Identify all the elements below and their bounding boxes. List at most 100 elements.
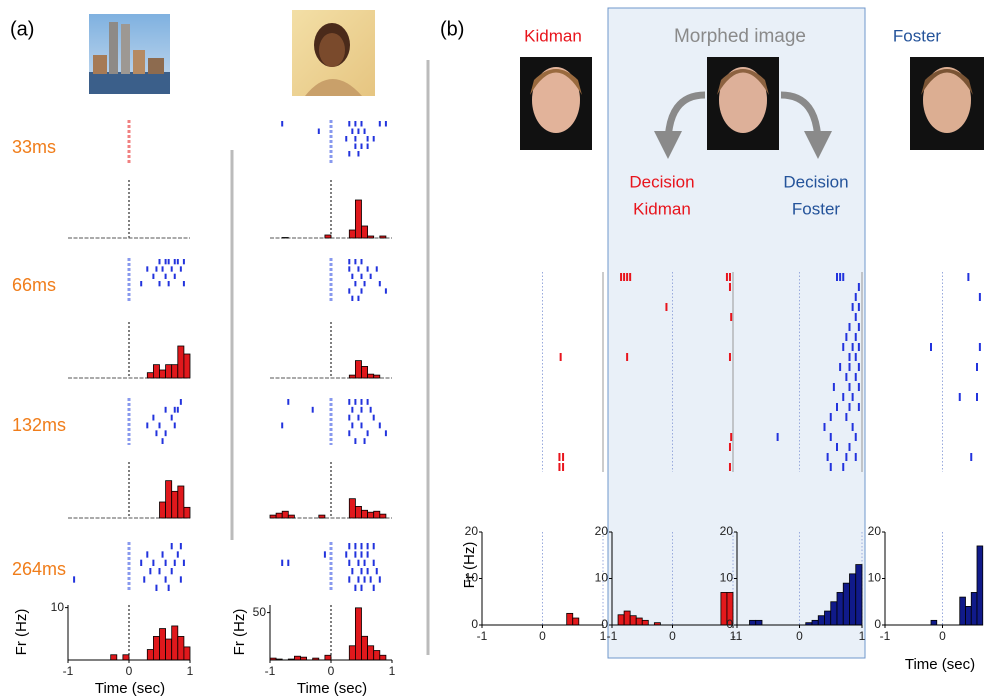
bar bbox=[837, 592, 843, 625]
bar bbox=[618, 615, 624, 625]
bar bbox=[374, 651, 380, 660]
stimulus-label: Foster bbox=[893, 26, 942, 45]
bar bbox=[636, 618, 642, 625]
y-axis-label: Fr (Hz) bbox=[13, 609, 30, 656]
x-tick-label: 0 bbox=[669, 629, 676, 643]
bar bbox=[172, 626, 178, 660]
x-tick-label: 0 bbox=[796, 629, 803, 643]
bar bbox=[172, 365, 178, 378]
bar bbox=[147, 373, 153, 378]
x-axis-label: Time (sec) bbox=[905, 656, 975, 673]
y-tick-label: 20 bbox=[595, 524, 609, 538]
bar bbox=[750, 620, 756, 625]
x-tick-label: 0 bbox=[126, 664, 133, 678]
x-tick-label: 0 bbox=[328, 664, 335, 678]
photo-city bbox=[89, 14, 170, 94]
bar bbox=[319, 515, 325, 518]
bar bbox=[843, 583, 849, 625]
x-tick-label: -1 bbox=[63, 664, 74, 678]
bar bbox=[172, 491, 178, 518]
x-tick-label: 1 bbox=[187, 664, 194, 678]
figure: (a) (b) Kidman Morphed image Foster Deci… bbox=[0, 0, 984, 699]
bar bbox=[573, 618, 579, 625]
x-tick-label: -1 bbox=[265, 664, 276, 678]
bar bbox=[380, 655, 386, 660]
bar bbox=[178, 636, 184, 660]
bar bbox=[756, 620, 762, 625]
bar bbox=[630, 616, 636, 625]
y-tick-label: 10 bbox=[51, 600, 65, 614]
bar bbox=[812, 620, 818, 625]
bar bbox=[355, 200, 361, 238]
decision-label: Decision bbox=[629, 172, 694, 191]
condition-label: 66ms bbox=[12, 275, 56, 295]
bar bbox=[362, 510, 368, 518]
bar bbox=[931, 620, 937, 625]
bar bbox=[362, 366, 368, 378]
stimulus-label: Kidman bbox=[524, 26, 582, 45]
x-tick-label: -1 bbox=[880, 629, 891, 643]
decision-label: Foster bbox=[792, 199, 841, 218]
bar bbox=[178, 346, 184, 378]
bar bbox=[166, 481, 172, 518]
photo-foster bbox=[910, 57, 984, 150]
bar bbox=[166, 365, 172, 378]
bar bbox=[567, 613, 573, 625]
x-axis-label: Time (sec) bbox=[297, 680, 367, 697]
x-tick-label: 1 bbox=[600, 629, 607, 643]
bar bbox=[349, 646, 355, 660]
stimulus-label: Morphed image bbox=[674, 26, 806, 47]
bar bbox=[276, 513, 282, 518]
condition-label: 33ms bbox=[12, 137, 56, 157]
bar bbox=[349, 230, 355, 238]
bar bbox=[825, 611, 831, 625]
bar bbox=[111, 655, 117, 660]
bar bbox=[368, 236, 374, 238]
bar bbox=[368, 374, 374, 378]
bar bbox=[184, 647, 190, 660]
bar bbox=[288, 515, 294, 518]
bar bbox=[349, 499, 355, 518]
bar bbox=[966, 606, 972, 625]
bar bbox=[362, 226, 368, 238]
bar bbox=[856, 565, 862, 625]
bar bbox=[374, 375, 380, 378]
y-axis-label: Fr (Hz) bbox=[231, 609, 248, 656]
bar bbox=[831, 602, 837, 625]
y-tick-label: 10 bbox=[465, 571, 479, 585]
bar bbox=[368, 512, 374, 518]
bar bbox=[160, 502, 166, 518]
x-tick-label: 0 bbox=[939, 629, 946, 643]
bar bbox=[153, 365, 159, 378]
y-tick-label: 10 bbox=[720, 571, 734, 585]
photo-woman bbox=[292, 10, 375, 96]
bar bbox=[355, 361, 361, 378]
bar bbox=[380, 236, 386, 238]
bar bbox=[960, 597, 966, 625]
bar bbox=[355, 506, 361, 518]
bar bbox=[184, 507, 190, 518]
x-tick-label: 1 bbox=[389, 664, 396, 678]
bar bbox=[160, 629, 166, 660]
bar bbox=[362, 636, 368, 660]
bar bbox=[971, 592, 977, 625]
bar bbox=[270, 515, 276, 518]
bar bbox=[282, 511, 288, 518]
x-tick-label: -1 bbox=[477, 629, 488, 643]
bar bbox=[123, 655, 129, 660]
bar bbox=[380, 514, 386, 518]
bar bbox=[178, 486, 184, 518]
bar bbox=[153, 636, 159, 660]
y-tick-label: 20 bbox=[868, 524, 882, 538]
y-tick-label: 10 bbox=[868, 571, 882, 585]
y-tick-label: 20 bbox=[465, 524, 479, 538]
x-tick-label: 1 bbox=[859, 629, 866, 643]
panel-label: (a) bbox=[10, 18, 34, 40]
bar bbox=[355, 608, 361, 660]
bar bbox=[325, 655, 331, 660]
y-tick-label: 10 bbox=[595, 571, 609, 585]
bar bbox=[642, 620, 648, 625]
bar bbox=[977, 546, 983, 625]
bar bbox=[160, 370, 166, 378]
bar bbox=[818, 616, 824, 625]
